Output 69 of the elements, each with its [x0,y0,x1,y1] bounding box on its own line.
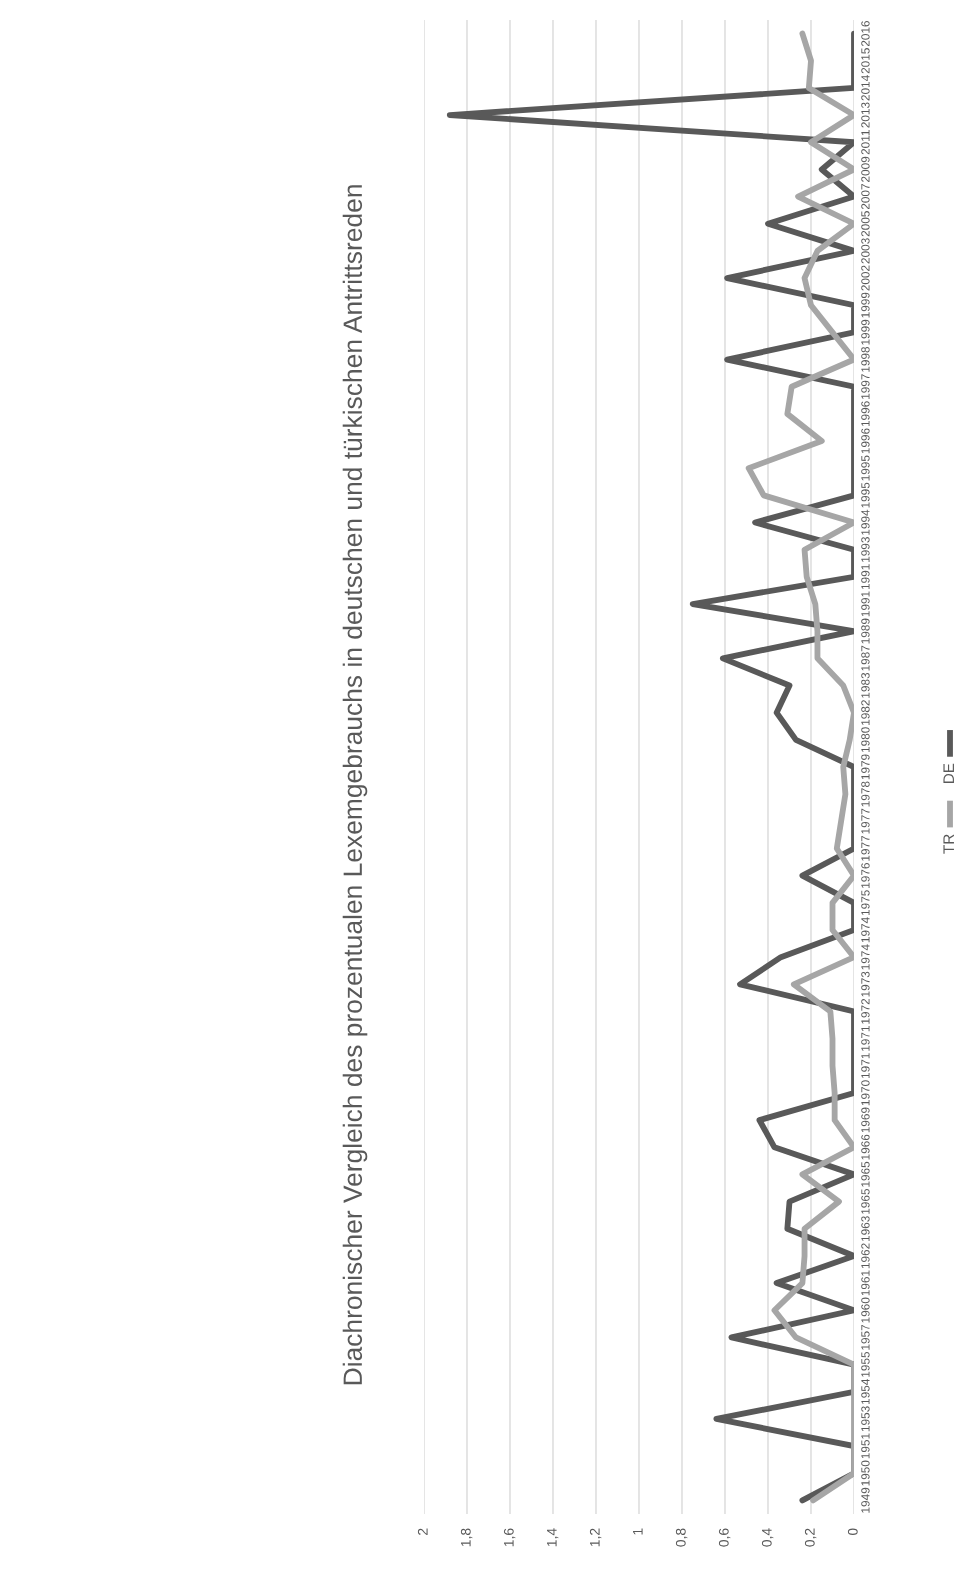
x-tick-label: 1,8 [460,1528,473,1547]
y-tick-label: 1982 [861,700,870,725]
y-tick-label: 1991 [861,591,870,617]
y-tick-label: 2013 [861,102,870,128]
y-tick-label: 1994 [861,509,870,535]
y-tick-label: 1954 [861,1378,870,1404]
y-tick-label: 2011 [861,130,870,155]
x-tick-label: 1,4 [547,1528,559,1547]
x-tick-label: 0,6 [718,1528,731,1547]
y-tick-label: 2002 [861,265,870,291]
y-tick-label: 1971 [861,1026,870,1051]
y-tick-label: 1973 [861,971,870,997]
y-tick-label: 1979 [861,754,870,780]
y-tick-label: 1998 [861,346,870,372]
x-tick-label: 0,2 [804,1528,817,1547]
y-tick-label: 1957 [861,1324,870,1350]
legend-label: TR [943,834,954,854]
y-tick-label: 2016 [861,20,870,47]
legend-label: DE [943,763,954,783]
y-tick-label: 1999 [861,292,870,318]
y-tick-label: 1960 [861,1297,870,1323]
y-tick-label: 1965 [861,1161,870,1187]
y-tick-label: 2003 [861,238,870,264]
y-tick-label: 1950 [861,1460,870,1486]
y-tick-label: 1972 [861,998,870,1024]
y-tick-label: 1965 [861,1188,870,1214]
y-tick-label: 1995 [861,482,870,508]
y-tick-label: 1963 [861,1216,870,1242]
y-tick-label: 1962 [861,1243,870,1269]
y-tick-label: 1976 [861,863,870,888]
y-tick-label: 1997 [861,374,870,399]
y-tick-label: 1949 [861,1487,870,1513]
y-tick-label: 1975 [861,890,870,916]
y-tick-label: 1977 [861,835,870,861]
x-tick-label: 0,8 [675,1528,688,1547]
y-tick-label: 2005 [861,211,870,237]
y-tick-label: 1974 [861,944,870,970]
x-tick-label: 1,6 [503,1528,516,1547]
y-tick-label: 1971 [861,1053,870,1079]
y-tick-label: 1961 [861,1270,870,1296]
y-tick-label: 1996 [861,428,870,454]
y-tick-label: 1953 [861,1406,870,1432]
text: Diachronischer Vergleich des prozentualen Lexemgebrauchs in deutschen und türkischen Antrittsreden [342,185,368,1385]
y-tick-label: 1969 [861,1107,870,1133]
y-tick-label: 1983 [861,672,870,698]
y-tick-label: 1993 [861,537,870,562]
y-tick-label: 2014 [861,75,870,101]
y-tick-label: 1999 [861,319,870,345]
x-tick-label: 2 [417,1528,428,1535]
y-tick-label: 1978 [861,781,870,807]
x-tick-label: 0,4 [761,1528,774,1547]
y-tick-label: 2015 [861,48,870,74]
y-tick-label: 1966 [861,1134,870,1160]
y-tick-label: 1991 [861,564,870,590]
y-tick-label: 2009 [861,156,870,182]
x-tick-label: 1 [633,1528,643,1535]
y-tick-label: 1996 [861,401,870,427]
x-tick-label: 1,2 [589,1528,602,1547]
y-tick-label: 1977 [861,808,870,834]
x-tick-label: 0 [847,1528,858,1536]
y-tick-label: 1951 [861,1433,870,1459]
y-tick-label: 1955 [861,1351,870,1377]
y-tick-label: 1970 [861,1080,870,1106]
y-tick-label: 1974 [861,917,870,943]
y-tick-label: 1989 [861,618,870,644]
y-tick-label: 1987 [861,645,870,671]
y-tick-label: 1980 [861,727,870,753]
y-tick-label: 2007 [861,184,870,210]
y-tick-label: 1995 [861,455,870,481]
